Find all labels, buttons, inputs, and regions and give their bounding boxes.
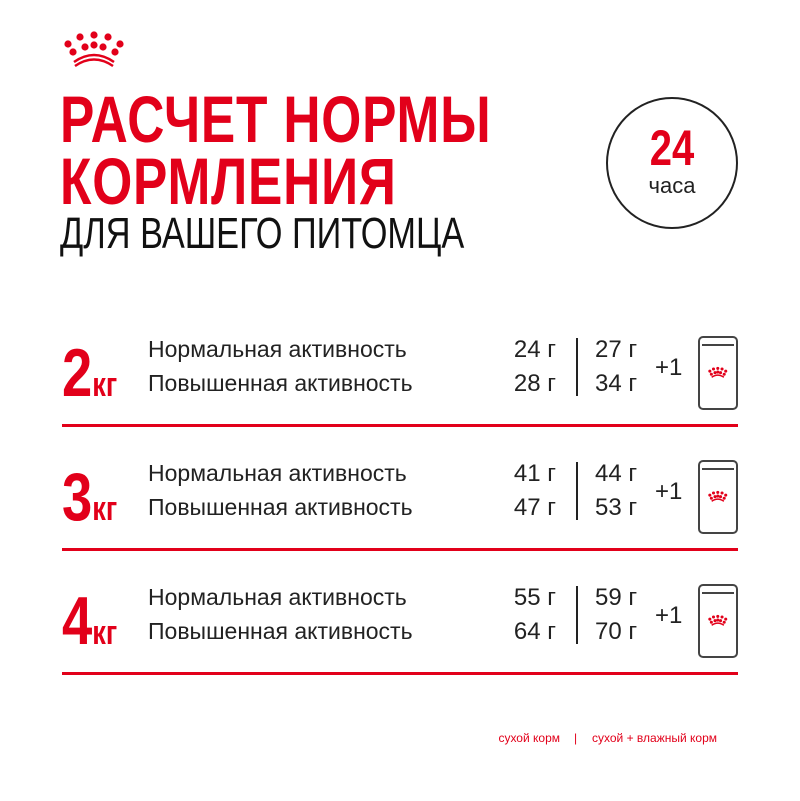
normal-dry-value: 24 г (513, 336, 556, 363)
row-divider (62, 548, 738, 551)
badge-number: 24 (649, 120, 695, 176)
normal-activity-label: Нормальная активность (148, 336, 407, 362)
high-dry-value: 28 г (513, 370, 556, 397)
high-activity-label: Повышенная активность (148, 618, 413, 644)
24h-badge: 24 часа (606, 97, 738, 229)
pouch-icon (698, 336, 738, 410)
high-wet-value: 53 г (595, 494, 638, 521)
high-dry-value: 64 г (513, 618, 556, 645)
row-divider (62, 672, 738, 675)
weight-value: 3 (62, 459, 93, 535)
subtitle: ДЛЯ ВАШЕГО ПИТОМЦА (60, 209, 465, 258)
high-wet-value: 34 г (595, 370, 638, 397)
legend-separator: | (574, 731, 578, 745)
column-divider (576, 462, 578, 520)
title-line-2: КОРМЛЕНИЯ (60, 144, 397, 218)
crown-logo (64, 31, 124, 68)
normal-activity-label: Нормальная активность (148, 460, 407, 486)
legend-dry: сухой корм (498, 731, 560, 745)
legend-mixed: сухой + влажный корм (592, 731, 717, 745)
plus-one-pouch: +1 (655, 602, 683, 629)
normal-wet-value: 59 г (595, 584, 638, 611)
high-activity-label: Повышенная активность (148, 494, 413, 520)
weight-label: 3кг (62, 458, 117, 536)
normal-dry-value: 55 г (513, 584, 556, 611)
weight-unit: кг (92, 366, 118, 404)
weight-label: 4кг (62, 582, 117, 660)
high-wet-value: 70 г (595, 618, 638, 645)
column-divider (576, 338, 578, 396)
weight-label: 2кг (62, 334, 117, 412)
title-line-1: РАСЧЕТ НОРМЫ (60, 82, 492, 156)
row-divider (62, 424, 738, 427)
normal-wet-value: 27 г (595, 336, 638, 363)
normal-wet-value: 44 г (595, 460, 638, 487)
plus-one-pouch: +1 (655, 354, 683, 381)
high-activity-label: Повышенная активность (148, 370, 413, 396)
weight-unit: кг (92, 490, 118, 528)
normal-dry-value: 41 г (513, 460, 556, 487)
high-dry-value: 47 г (513, 494, 556, 521)
column-divider (576, 586, 578, 644)
plus-one-pouch: +1 (655, 478, 683, 505)
weight-value: 4 (62, 583, 93, 659)
weight-unit: кг (92, 614, 118, 652)
pouch-icon (698, 460, 738, 534)
weight-value: 2 (62, 335, 93, 411)
normal-activity-label: Нормальная активность (148, 584, 407, 610)
pouch-icon (698, 584, 738, 658)
badge-unit: часа (648, 173, 696, 198)
